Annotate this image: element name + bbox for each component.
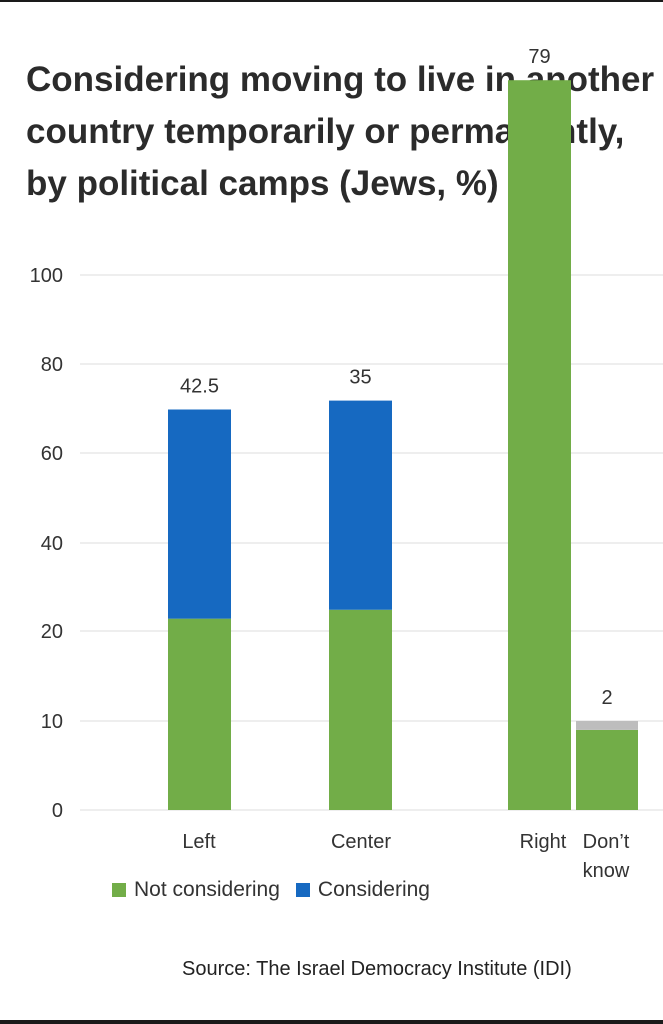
source-note: Source: The Israel Democracy Institute (…	[182, 958, 572, 980]
legend-item-not-considering: Not considering	[112, 878, 280, 902]
bar-not-considering	[508, 80, 571, 810]
y-tick-label: 60	[41, 443, 63, 465]
bar-not-considering	[576, 729, 638, 810]
bar-not-considering	[168, 618, 231, 810]
bar-considering	[576, 721, 638, 730]
data-label: 2	[601, 687, 612, 709]
bar-not-considering	[329, 609, 392, 810]
title-line-3: by political camps (Jews, %)	[26, 164, 499, 203]
legend-label-not-considering: Not considering	[134, 878, 280, 901]
legend-swatch-not-considering	[112, 883, 126, 897]
y-tick-label: 80	[41, 354, 63, 376]
legend-swatch-considering	[295, 883, 310, 897]
data-label: 42.5	[180, 376, 219, 398]
x-category-label: Center	[331, 831, 391, 853]
bar-considering	[329, 400, 392, 610]
y-tick-label: 10	[41, 711, 63, 733]
y-tick-label: 40	[41, 533, 63, 555]
y-tick-label: 0	[52, 800, 63, 822]
x-category-label: Right	[520, 831, 567, 853]
x-category-label: Don’t know	[583, 831, 630, 882]
bar-considering	[168, 409, 231, 619]
legend-label-considering: Considering	[317, 878, 430, 901]
legend-item-considering: Considering	[295, 878, 430, 902]
data-label: 35	[349, 367, 371, 389]
y-tick-label: 100	[30, 265, 63, 287]
x-category-label: Left	[182, 831, 216, 853]
y-tick-label: 20	[41, 621, 63, 643]
chart-legend: Not considering Considering	[112, 878, 446, 902]
data-label: 79	[528, 46, 550, 68]
